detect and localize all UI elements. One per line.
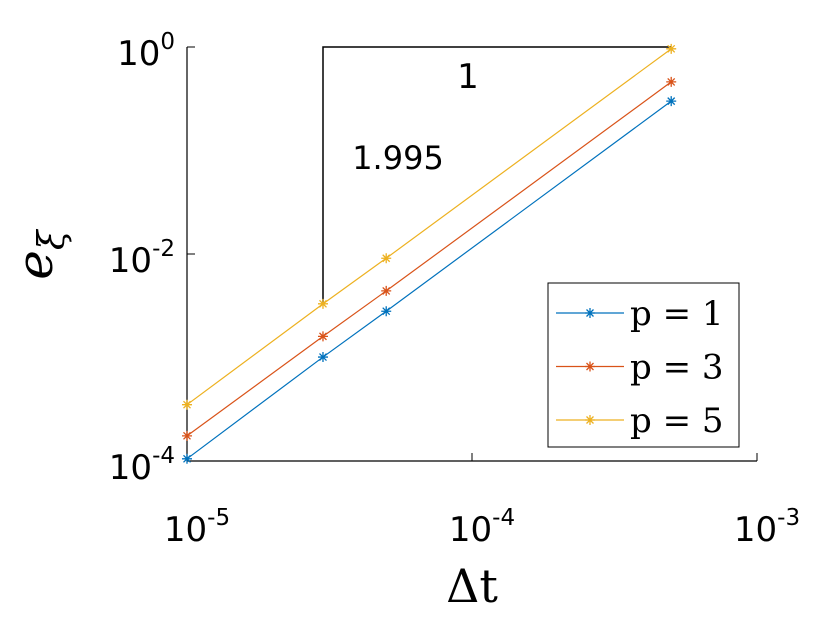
legend-marker — [585, 308, 595, 318]
y-label-subscript: ξ — [32, 228, 73, 250]
data-point — [381, 306, 392, 317]
data-point — [317, 352, 328, 363]
data-point — [317, 331, 328, 342]
tick-base: 10 — [449, 510, 492, 550]
slope-triangle — [322, 46, 671, 304]
tick-exponent: 0 — [160, 29, 175, 55]
tick-exponent: -2 — [152, 236, 175, 262]
tick-label: 10-4 — [449, 505, 515, 550]
data-point — [317, 298, 328, 309]
y-label-base: e — [6, 250, 64, 280]
tick-base: 10 — [117, 34, 160, 74]
tick-exponent: -3 — [777, 505, 800, 531]
data-point — [381, 253, 392, 264]
y-axis-label: eξ — [6, 228, 73, 280]
series-line — [186, 81, 672, 437]
series-line — [186, 100, 672, 460]
data-point — [666, 76, 677, 87]
tick-exponent: -4 — [492, 505, 515, 531]
annotation: 1.995 — [352, 139, 444, 177]
tick-base: 10 — [109, 448, 152, 488]
data-point — [381, 285, 392, 296]
data-point — [666, 43, 677, 54]
tick-label: 100 — [117, 29, 175, 74]
x-axis-label: Δt — [446, 559, 498, 613]
tick-base: 10 — [164, 510, 207, 550]
annotation: 1 — [457, 57, 479, 97]
tick-label: 10-2 — [109, 236, 175, 281]
tick-exponent: -5 — [207, 505, 230, 531]
tick-exponent: -4 — [152, 443, 175, 469]
data-point — [666, 96, 677, 107]
legend-label: p = 3 — [630, 348, 724, 388]
data-point — [182, 399, 192, 410]
legend-label: p = 1 — [630, 294, 724, 334]
tick-label: 10-3 — [734, 505, 800, 550]
legend-marker — [585, 361, 595, 372]
tick-label: 10-4 — [109, 443, 175, 488]
legend-marker — [585, 415, 595, 425]
tick-base: 10 — [734, 510, 777, 550]
legend-label: p = 5 — [630, 401, 724, 441]
data-point — [182, 430, 192, 441]
tick-label: 10-5 — [164, 505, 230, 550]
tick-base: 10 — [109, 241, 152, 281]
data-point — [182, 453, 192, 464]
series-line — [186, 48, 672, 406]
